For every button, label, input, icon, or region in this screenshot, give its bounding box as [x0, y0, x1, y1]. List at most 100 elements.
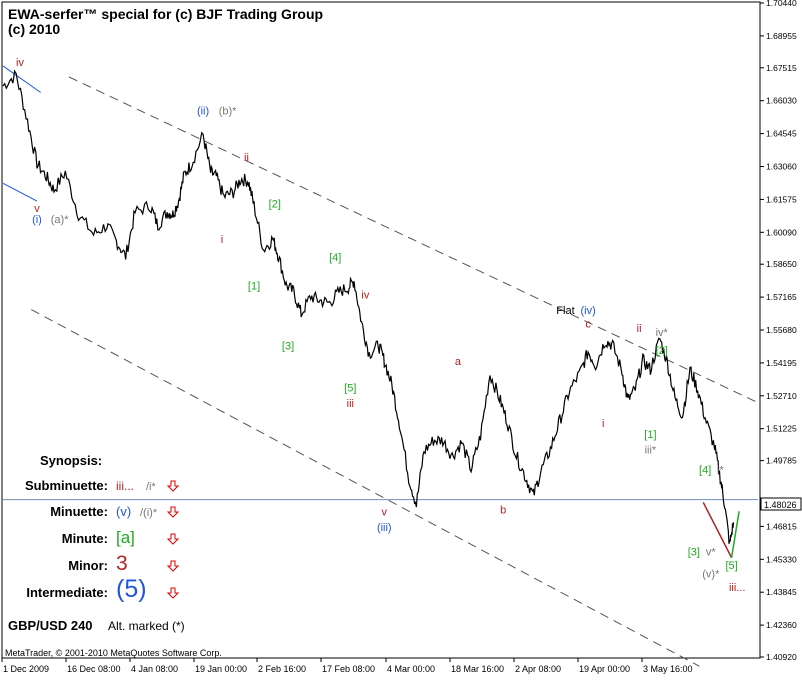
- wave-label: c: [585, 318, 591, 330]
- y-tick-label: 1.67515: [766, 63, 797, 73]
- projection-line-0: [702, 502, 733, 559]
- wave-label: (iv): [580, 305, 595, 317]
- synopsis-row-value: 3: [116, 552, 128, 575]
- x-tick-label: 4 Mar 00:00: [387, 664, 435, 674]
- wave-label: i*: [717, 465, 724, 477]
- synopsis-row-label: Subminuette:: [25, 478, 108, 493]
- wave-label: (ii): [197, 106, 209, 118]
- synopsis-row-label: Minor:: [68, 558, 108, 573]
- channel-line-1: [31, 309, 700, 667]
- x-tick-label: 1 Dec 2009: [3, 664, 49, 674]
- wave-label: iv: [16, 57, 24, 69]
- channel-line-0: [68, 76, 759, 404]
- y-tick-label: 1.51225: [766, 424, 797, 434]
- wave-label: (b)*: [219, 106, 237, 118]
- y-tick-label: 1.54195: [766, 358, 797, 368]
- y-tick-label: 1.66030: [766, 96, 797, 106]
- down-arrow-icon: [166, 533, 180, 545]
- wave-label: iii*: [645, 445, 657, 457]
- x-tick-label: 16 Dec 08:00: [67, 664, 121, 674]
- price-series: [2, 69, 735, 544]
- price-readout-box: [760, 497, 802, 511]
- wave-label: [5]: [344, 383, 356, 395]
- y-tick-label: 1.61575: [766, 194, 797, 204]
- wave-label: (i): [32, 214, 42, 226]
- x-tick-label: 3 May 16:00: [643, 664, 693, 674]
- y-tick-label: 1.45330: [766, 554, 797, 564]
- chart-title: EWA-serfer™ special for (c) BJF Trading …: [8, 6, 323, 22]
- wave-label: [5]: [725, 560, 737, 572]
- projection-line-1: [730, 511, 740, 558]
- blue-trend-segments: [2, 65, 42, 202]
- synopsis-row-alt: /(i)*: [140, 507, 158, 519]
- y-tick-label: 1.40920: [766, 652, 797, 662]
- wave-label: iii...: [729, 582, 746, 594]
- y-tick-label: 1.64545: [766, 129, 797, 139]
- wave-label: [4]: [699, 465, 711, 477]
- synopsis-row-value: (v): [116, 504, 131, 519]
- wave-label: (v)*: [702, 569, 720, 581]
- channel-lines: [31, 76, 759, 667]
- y-tick-label: 1.52710: [766, 391, 797, 401]
- synopsis-row-label: Intermediate:: [26, 585, 108, 600]
- wave-labels: ivv(i) (a)*(ii) (b)*iii[2][1][4]iv[3][5]ii…: [16, 57, 745, 594]
- synopsis-title: Synopsis:: [40, 453, 102, 468]
- x-tick-label: 4 Jan 08:00: [131, 664, 178, 674]
- wave-label: [2]: [269, 199, 281, 211]
- wave-label: iv*: [656, 327, 669, 339]
- wave-label: ii: [244, 152, 249, 164]
- wave-label: [3]: [282, 340, 294, 352]
- wave-label: b: [500, 504, 506, 516]
- wave-label: [1]: [644, 429, 656, 441]
- wave-label: iv: [361, 290, 369, 302]
- y-tick-label: 1.42360: [766, 620, 797, 630]
- price-readout: 1.48026: [764, 500, 797, 510]
- y-tick-label: 1.49785: [766, 456, 797, 466]
- projection-lines: [702, 502, 740, 559]
- x-axis-ticks: 1 Dec 2009 16 Dec 08:00 4 Jan 08:00 19 Jan …: [1, 658, 693, 674]
- y-tick-label: 1.58650: [766, 259, 797, 269]
- y-tick-label: 1.60090: [766, 227, 797, 237]
- price-line: [2, 69, 735, 544]
- synopsis-row-value: (5): [116, 575, 147, 603]
- y-tick-label: 1.70440: [766, 0, 797, 8]
- synopsis-row-value: [a]: [116, 528, 135, 547]
- alt-marked-label: Alt. marked (*): [108, 619, 185, 633]
- synopsis-row-value: iii...: [116, 479, 134, 493]
- x-tick-label: 18 Mar 16:00: [451, 664, 504, 674]
- copyright-text: MetaTrader, © 2001-2010 MetaQuotes Softw…: [5, 648, 222, 658]
- blue-segment-0: [2, 65, 42, 93]
- y-tick-label: 1.63060: [766, 162, 797, 172]
- wave-label: v: [34, 203, 40, 215]
- wave-label: i: [221, 234, 223, 246]
- x-tick-label: 19 Apr 00:00: [579, 664, 630, 674]
- x-tick-label: 2 Feb 16:00: [258, 664, 306, 674]
- down-arrow-icon: [166, 506, 180, 518]
- x-tick-label: 2 Apr 08:00: [515, 664, 561, 674]
- y-tick-label: 1.55680: [766, 325, 797, 335]
- y-tick-label: 1.57165: [766, 292, 797, 302]
- down-arrow-icon: [166, 587, 180, 599]
- wave-label: [2]: [656, 345, 668, 357]
- wave-label: (iii): [377, 522, 392, 534]
- y-axis-ticks: 1.70440 1.68955 1.67515 1.66030 1.64545 1.630…: [760, 0, 797, 662]
- synopsis-row-label: Minuette:: [50, 504, 108, 519]
- down-arrow-icon: [166, 480, 180, 492]
- wave-label: [4]: [329, 252, 341, 264]
- wave-label: [3]: [688, 547, 700, 559]
- wave-label: ii: [637, 323, 642, 335]
- x-tick-label: 17 Feb 08:00: [322, 664, 375, 674]
- y-tick-label: 1.46815: [766, 521, 797, 531]
- wave-label: v: [382, 507, 388, 519]
- blue-segment-1: [2, 182, 38, 202]
- synopsis-row-label: Minute:: [62, 531, 108, 546]
- symbol-label: GBP/USD 240: [8, 618, 93, 633]
- wave-label: [1]: [248, 281, 260, 293]
- y-tick-label: 1.43845: [766, 587, 797, 597]
- wave-label: Flat: [556, 305, 574, 317]
- synopsis-panel: Synopsis: Subminuette: iii... /i* Minuette:…: [25, 453, 180, 603]
- y-tick-label: 1.68955: [766, 31, 797, 41]
- wave-label: v*: [706, 547, 717, 559]
